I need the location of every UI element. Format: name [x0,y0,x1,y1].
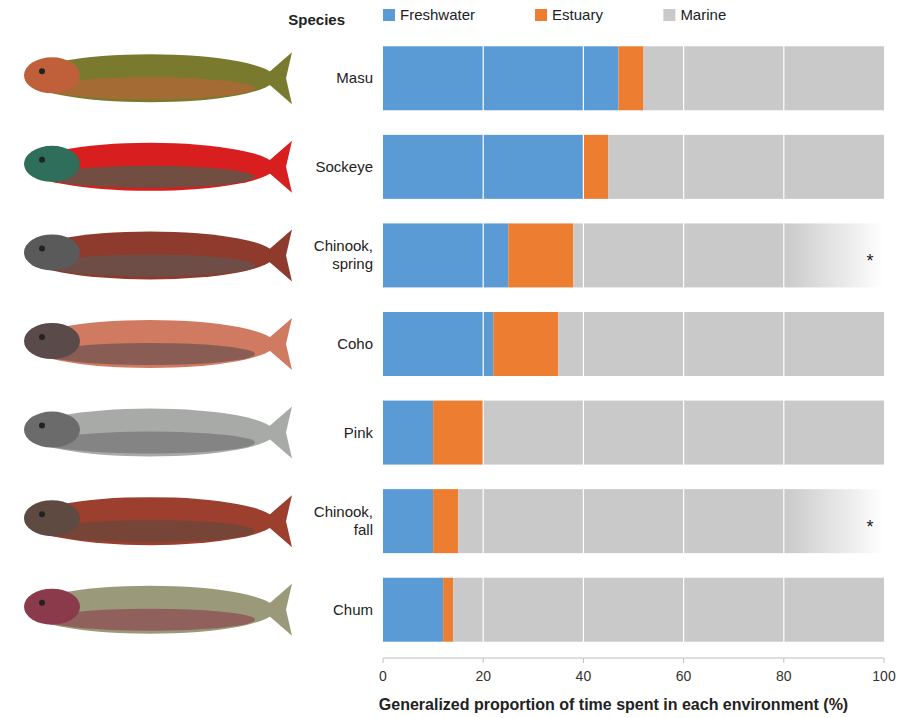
category-label-line: Sockeye [315,158,373,175]
grid-line [483,34,484,654]
bar-segment [383,312,493,376]
legend-label: Marine [680,6,726,23]
category-label-line: fall [354,521,373,538]
fish-eye [39,245,45,251]
x-tick [884,658,885,663]
category-label: Sockeye [315,158,373,175]
bars [383,34,884,654]
bar-segment [493,312,558,376]
x-tick [683,658,684,663]
bar-segment [583,135,608,199]
x-tick-label: 100 [872,668,896,684]
fish-body [25,231,275,279]
category-label-line: Coho [337,335,373,352]
category-label-line: Masu [336,69,373,86]
bar-segment [608,135,884,199]
fish-body [25,409,275,457]
grid-line [583,34,584,654]
fish-head [24,412,80,448]
fish-body [25,586,275,634]
grid-line [783,34,784,654]
bar-segment [508,223,573,287]
bar-segment [453,578,884,642]
chart: MasuSockeyeChinook,springCohoPinkChinook… [0,0,904,718]
x-tick-label: 40 [576,668,592,684]
annotation: * [866,517,873,537]
bar-segment [433,489,458,553]
x-tick [783,658,784,663]
fish-head [24,500,80,536]
annotation: * [866,251,873,271]
bar-segment [618,46,643,110]
bar-segment [443,578,453,642]
bar-segment [383,489,433,553]
category-label-line: spring [332,255,373,272]
x-tick-label: 20 [475,668,491,684]
fish-eye [39,334,45,340]
category-label-line: Chinook, [314,237,373,254]
legend-swatch [663,9,675,21]
x-axis-title: Generalized proportion of time spent in … [379,696,848,713]
fish-eye [39,423,45,429]
legend-label: Freshwater [400,6,475,23]
bar-segment [383,578,443,642]
x-axis-line [383,658,884,659]
fish-eye [39,68,45,74]
category-label: Chinook,fall [314,503,373,538]
x-tick-label: 80 [776,668,792,684]
category-label-line: Chinook, [314,503,373,520]
fish-body [25,143,275,191]
fish-head [24,323,80,359]
y-axis-title: Species [288,11,345,28]
x-tick [583,658,584,663]
category-label: Chinook,spring [314,237,373,272]
bar-segment [383,401,433,465]
fish-body [25,320,275,368]
fish-head [24,57,80,93]
legend-label: Estuary [552,6,603,23]
fish-eye [39,157,45,163]
fish-body [25,497,275,545]
bar-segment [644,46,884,110]
legend-swatch [383,9,395,21]
category-label-line: Chum [333,601,373,618]
category-label: Coho [337,335,373,352]
fish-eye [39,600,45,606]
bar-segment [558,312,884,376]
category-label-line: Pink [344,424,374,441]
bar-segment [433,401,483,465]
bar-segment [458,489,884,553]
grid-line [683,34,684,654]
x-tick-label: 60 [676,668,692,684]
legend: Freshwater Estuary Marine [383,6,726,23]
fish-eye [39,511,45,517]
fish-body [25,54,275,102]
bar-segment [573,223,884,287]
fish-head [24,589,80,625]
legend-swatch [535,9,547,21]
fish-head [24,234,80,270]
fish-head [24,146,80,182]
category-label: Chum [333,601,373,618]
category-label: Pink [344,424,374,441]
x-tick [383,658,384,663]
x-tick-label: 0 [379,668,387,684]
category-label: Masu [336,69,373,86]
bar-segment [383,223,508,287]
x-tick [483,658,484,663]
fish-illustrations [24,52,292,635]
